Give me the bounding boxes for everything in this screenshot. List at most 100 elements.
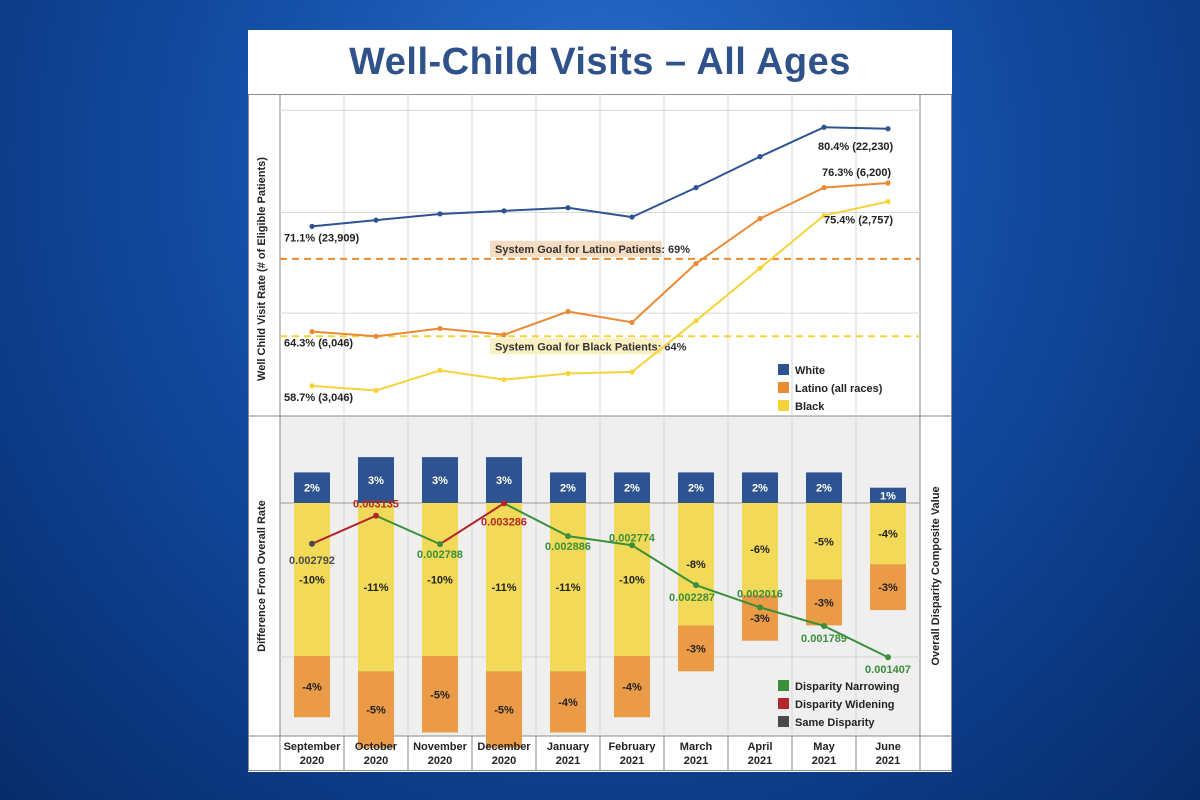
legend-label: Same Disparity xyxy=(795,717,875,729)
series-point xyxy=(821,185,827,191)
latino-bar-label: -3% xyxy=(750,613,770,625)
category-label-month: May xyxy=(813,741,835,753)
latino-bar-label: -5% xyxy=(430,689,450,701)
legend-label: Latino (all races) xyxy=(795,383,883,395)
series-point xyxy=(501,208,507,214)
series-point xyxy=(373,333,379,339)
goal-label: System Goal for Latino Patients: 69% xyxy=(495,244,690,256)
series-point xyxy=(437,211,443,217)
latino-bar xyxy=(550,671,586,733)
series-point xyxy=(757,265,763,271)
series-point xyxy=(309,223,315,229)
series-point xyxy=(373,387,379,394)
composite-point xyxy=(693,582,699,589)
latino-bar-label: -5% xyxy=(494,705,514,717)
category-label-month: December xyxy=(477,741,531,753)
white-bar-label: 2% xyxy=(752,483,768,495)
composite-segment xyxy=(567,535,633,547)
category-label-year: 2021 xyxy=(748,755,772,767)
black-bar-label: -5% xyxy=(814,536,834,548)
composite-segment xyxy=(823,625,889,659)
white-bar xyxy=(422,457,458,503)
black-bar-label: -10% xyxy=(299,575,325,587)
black-bar xyxy=(678,503,714,626)
category-label-month: September xyxy=(284,741,342,753)
category-label-month: June xyxy=(875,741,901,753)
latino-bar-label: -4% xyxy=(302,682,322,694)
start-value-label: 64.3% (6,046) xyxy=(284,338,353,350)
series-point xyxy=(693,260,699,267)
white-bar xyxy=(486,457,522,503)
latino-bar xyxy=(294,656,330,718)
white-bar-label: 3% xyxy=(432,475,448,487)
white-bar xyxy=(550,472,586,503)
start-value-label: 71.1% (23,909) xyxy=(284,232,360,244)
start-value-label: 58.7% (3,046) xyxy=(284,392,353,404)
series-point xyxy=(757,154,763,160)
category-label-month: January xyxy=(547,741,590,753)
series-line xyxy=(311,200,889,392)
latino-bar xyxy=(614,656,650,718)
top-y-axis-label: Well Child Visit Rate (# of Eligible Pat… xyxy=(256,157,268,381)
composite-point xyxy=(821,622,827,629)
black-bar-label: -11% xyxy=(363,582,388,594)
latino-bar-label: -3% xyxy=(878,582,898,594)
series-point xyxy=(693,318,699,324)
composite-segment xyxy=(375,514,441,546)
latino-bar xyxy=(422,656,458,733)
legend-swatch xyxy=(778,364,789,375)
black-bar-label: -11% xyxy=(491,582,516,594)
white-bar xyxy=(678,472,714,503)
legend-swatch xyxy=(778,716,789,727)
white-bar-label: 3% xyxy=(368,475,384,487)
composite-value-label: 0.002287 xyxy=(669,592,715,604)
legend-label: Black xyxy=(795,401,825,413)
composite-segment xyxy=(439,502,505,545)
legend-swatch xyxy=(778,680,789,691)
series-line xyxy=(311,181,889,338)
latino-bar xyxy=(358,671,394,748)
end-value-label: 76.3% (6,200) xyxy=(822,167,891,179)
black-bar xyxy=(742,503,778,595)
latino-bar xyxy=(486,671,522,748)
white-bar xyxy=(742,472,778,503)
category-label-year: 2021 xyxy=(620,755,644,767)
category-label-year: 2021 xyxy=(876,755,900,767)
chart-panel: Well-Child Visits – All Ages System Goal… xyxy=(248,30,952,772)
black-bar-label: -10% xyxy=(619,575,645,587)
series-point xyxy=(629,319,635,325)
black-bar xyxy=(806,503,842,580)
black-bar xyxy=(294,503,330,656)
composite-value-label: 0.002792 xyxy=(289,555,335,567)
composite-point xyxy=(565,533,571,540)
series-point xyxy=(693,185,699,191)
composite-point xyxy=(501,500,507,507)
latino-bar-label: -4% xyxy=(622,682,642,694)
black-bar-label: -4% xyxy=(878,529,898,541)
chart-title: Well-Child Visits – All Ages xyxy=(349,41,851,83)
composite-point xyxy=(757,604,763,611)
latino-bar-label: -4% xyxy=(558,697,578,709)
series-point xyxy=(501,377,507,383)
composite-value-label: 0.002016 xyxy=(737,588,783,600)
legend-swatch xyxy=(778,382,789,393)
legend-swatch xyxy=(778,698,789,709)
latino-bar-label: -3% xyxy=(814,597,834,609)
category-label-month: February xyxy=(608,741,656,753)
series-line xyxy=(311,126,889,228)
legend-label: Disparity Widening xyxy=(795,699,895,711)
category-label-year: 2020 xyxy=(300,755,324,767)
white-bar-label: 1% xyxy=(880,490,896,502)
composite-value-label: 0.002886 xyxy=(545,541,591,553)
series-point xyxy=(309,383,315,389)
end-value-label: 80.4% (22,230) xyxy=(818,141,894,153)
composite-value-label: 0.003135 xyxy=(353,499,399,511)
end-value-label: 75.4% (2,757) xyxy=(824,215,893,227)
composite-value-label: 0.002774 xyxy=(609,532,656,544)
category-label-year: 2020 xyxy=(428,755,452,767)
latino-bar xyxy=(870,564,906,611)
composite-point xyxy=(309,540,315,547)
white-bar-label: 2% xyxy=(304,483,320,495)
series-point xyxy=(565,308,571,315)
goal-label-background xyxy=(490,338,662,355)
